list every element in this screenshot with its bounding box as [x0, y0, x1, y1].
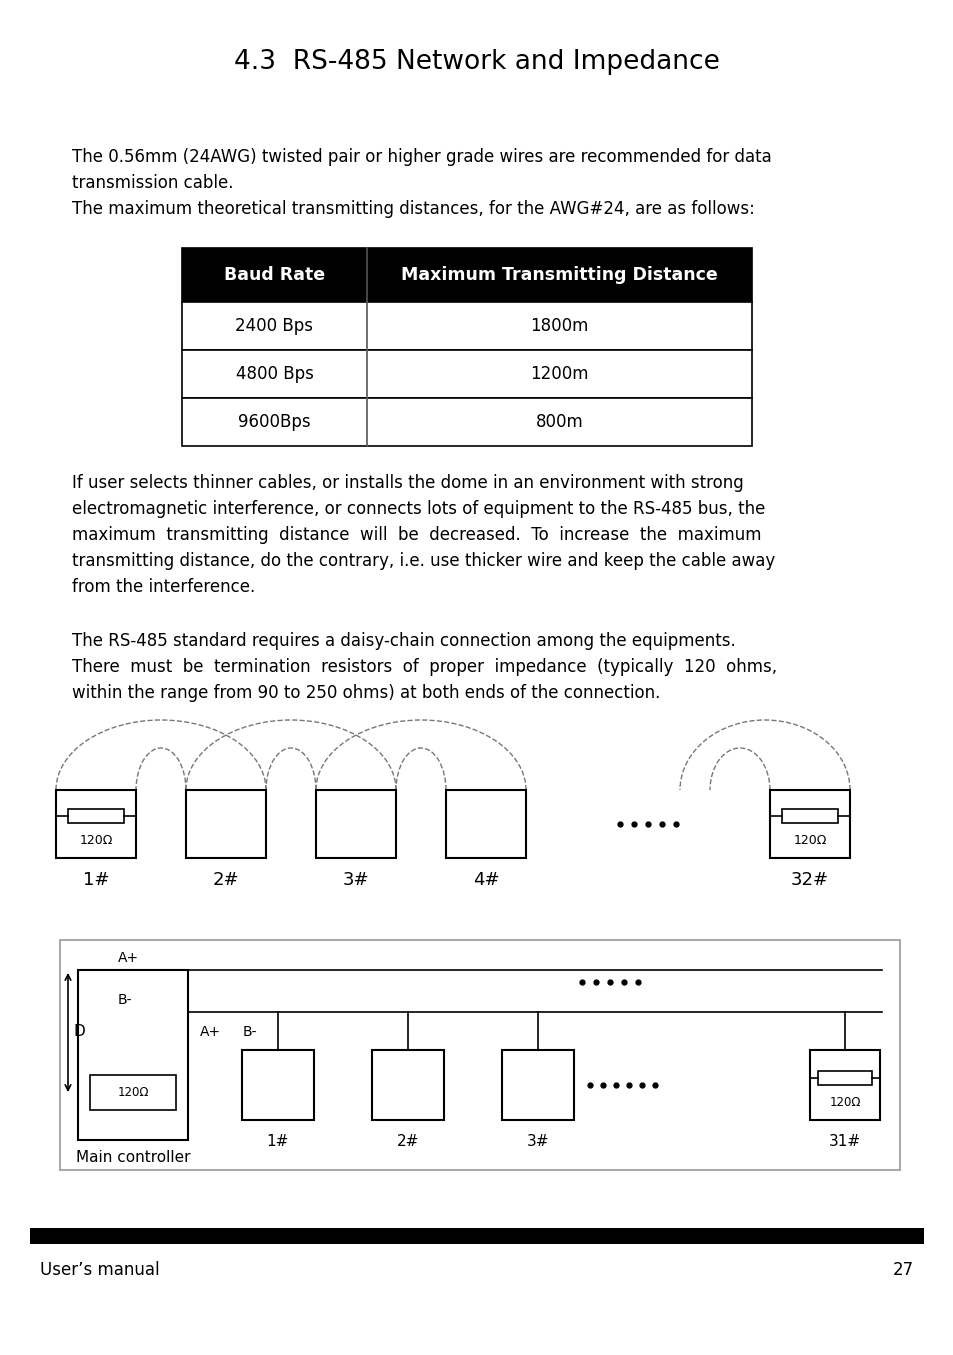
Text: 120Ω: 120Ω [828, 1095, 860, 1108]
Text: 32#: 32# [790, 871, 828, 889]
Bar [372, 1050, 443, 1121]
Text: 4#: 4# [472, 871, 498, 889]
Text: If user selects thinner cables, or installs the dome in an environment with stro: If user selects thinner cables, or insta… [71, 474, 743, 492]
Bar [78, 970, 188, 1140]
Text: There  must  be  termination  resistors  of  proper  impedance  (typically  120 : There must be termination resistors of p… [71, 659, 777, 676]
Text: 2#: 2# [396, 1134, 418, 1149]
Bar [242, 1050, 314, 1121]
Text: D: D [74, 1024, 86, 1039]
Text: 1#: 1# [267, 1134, 289, 1149]
Text: transmission cable.: transmission cable. [71, 173, 233, 192]
Bar [56, 790, 136, 858]
Text: 120Ω: 120Ω [79, 833, 112, 847]
Text: A+: A+ [200, 1024, 221, 1039]
Text: 1#: 1# [83, 871, 110, 889]
Bar [817, 1070, 871, 1085]
Text: 4800 Bps: 4800 Bps [235, 364, 314, 383]
Text: Maximum Transmitting Distance: Maximum Transmitting Distance [400, 266, 717, 285]
Text: maximum  transmitting  distance  will  be  decreased.  To  increase  the  maximu: maximum transmitting distance will be de… [71, 526, 760, 543]
Text: 9600Bps: 9600Bps [238, 413, 311, 431]
Text: from the interference.: from the interference. [71, 579, 255, 596]
Bar [182, 398, 751, 446]
Bar [809, 1050, 879, 1121]
Bar [769, 790, 849, 858]
Text: The 0.56mm (24AWG) twisted pair or higher grade wires are recommended for data: The 0.56mm (24AWG) twisted pair or highe… [71, 148, 771, 167]
Text: 27: 27 [892, 1262, 913, 1279]
Text: B-: B- [118, 993, 132, 1007]
Bar [315, 790, 395, 858]
Bar [68, 809, 124, 822]
Bar [60, 940, 899, 1169]
Text: A+: A+ [118, 951, 139, 965]
Text: transmitting distance, do the contrary, i.e. use thicker wire and keep the cable: transmitting distance, do the contrary, … [71, 551, 775, 570]
Text: 4.3  RS-485 Network and Impedance: 4.3 RS-485 Network and Impedance [233, 49, 720, 75]
Text: B-: B- [243, 1024, 257, 1039]
Text: 2#: 2# [213, 871, 239, 889]
Bar [30, 1228, 923, 1244]
Bar [182, 248, 751, 302]
Text: Baud Rate: Baud Rate [224, 266, 325, 285]
Bar [501, 1050, 574, 1121]
Text: The maximum theoretical transmitting distances, for the AWG#24, are as follows:: The maximum theoretical transmitting dis… [71, 201, 754, 218]
Text: electromagnetic interference, or connects lots of equipment to the RS-485 bus, t: electromagnetic interference, or connect… [71, 500, 764, 518]
Text: 800m: 800m [535, 413, 583, 431]
Text: 31#: 31# [828, 1134, 861, 1149]
Bar [186, 790, 266, 858]
Text: 3#: 3# [342, 871, 369, 889]
Text: 120Ω: 120Ω [117, 1085, 149, 1099]
Bar [446, 790, 525, 858]
Text: 2400 Bps: 2400 Bps [235, 317, 314, 335]
Bar [90, 1075, 175, 1110]
Text: Main controller: Main controller [75, 1150, 190, 1165]
Text: 120Ω: 120Ω [793, 833, 826, 847]
Bar [781, 809, 837, 822]
Text: within the range from 90 to 250 ohms) at both ends of the connection.: within the range from 90 to 250 ohms) at… [71, 684, 659, 702]
Bar [182, 350, 751, 398]
Text: 1200m: 1200m [530, 364, 588, 383]
Text: User’s manual: User’s manual [40, 1262, 159, 1279]
Text: 1800m: 1800m [530, 317, 588, 335]
Text: 3#: 3# [526, 1134, 549, 1149]
Bar [182, 302, 751, 350]
Text: The RS-485 standard requires a daisy-chain connection among the equipments.: The RS-485 standard requires a daisy-cha… [71, 631, 735, 650]
